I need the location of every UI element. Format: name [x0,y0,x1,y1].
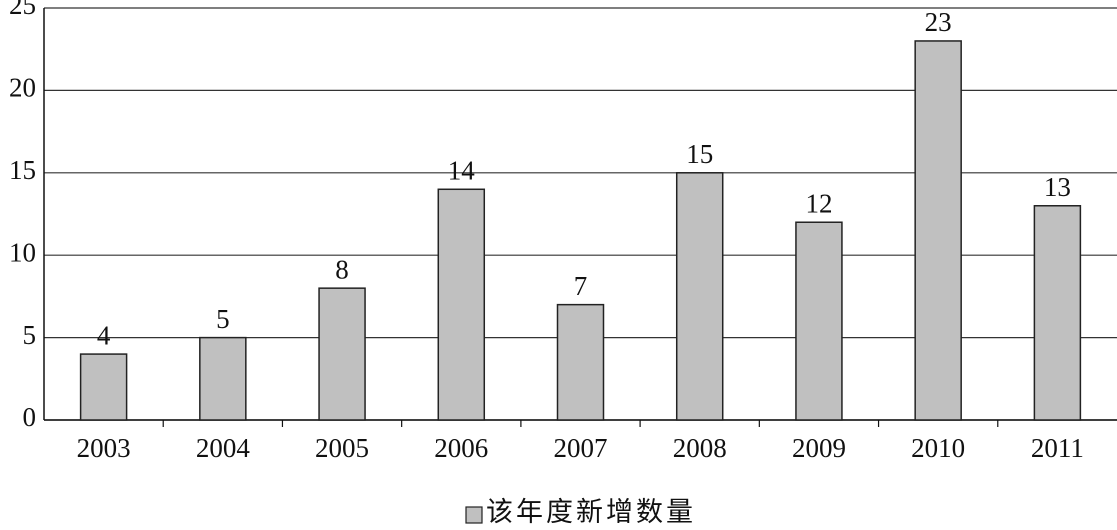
x-tick-label: 2011 [1031,433,1084,463]
y-tick-label: 10 [9,237,36,267]
data-label: 5 [216,304,230,334]
x-tick-label: 2004 [196,433,251,463]
x-tick-label: 2009 [792,433,846,463]
y-tick-label: 5 [23,320,37,350]
data-label: 7 [574,271,588,301]
data-label: 23 [925,7,952,37]
bar [79,353,128,421]
legend-label: 该年度新增数量 [486,497,696,527]
x-tick-label: 2006 [434,433,488,463]
data-label: 4 [97,320,111,350]
bar [437,188,486,421]
data-label: 14 [448,155,476,185]
y-tick-label: 0 [23,402,37,432]
x-tick-label: 2010 [911,433,965,463]
data-label: 12 [805,188,832,218]
y-tick-label: 25 [9,0,36,20]
bar [1033,205,1082,421]
y-tick-label: 15 [9,155,36,185]
x-tick-label: 2005 [315,433,369,463]
legend-swatch [465,506,483,524]
x-tick-label: 2003 [77,433,131,463]
bar [914,40,962,421]
data-label: 15 [686,139,713,169]
bar [199,336,247,421]
x-tick-label: 2008 [673,433,727,463]
bar [675,172,724,421]
data-label: 8 [335,254,349,284]
x-tick-label: 2007 [554,433,608,463]
bar [556,303,605,421]
bar [318,287,366,421]
bar [795,221,843,421]
y-tick-label: 20 [9,73,36,103]
data-label: 13 [1044,172,1071,202]
